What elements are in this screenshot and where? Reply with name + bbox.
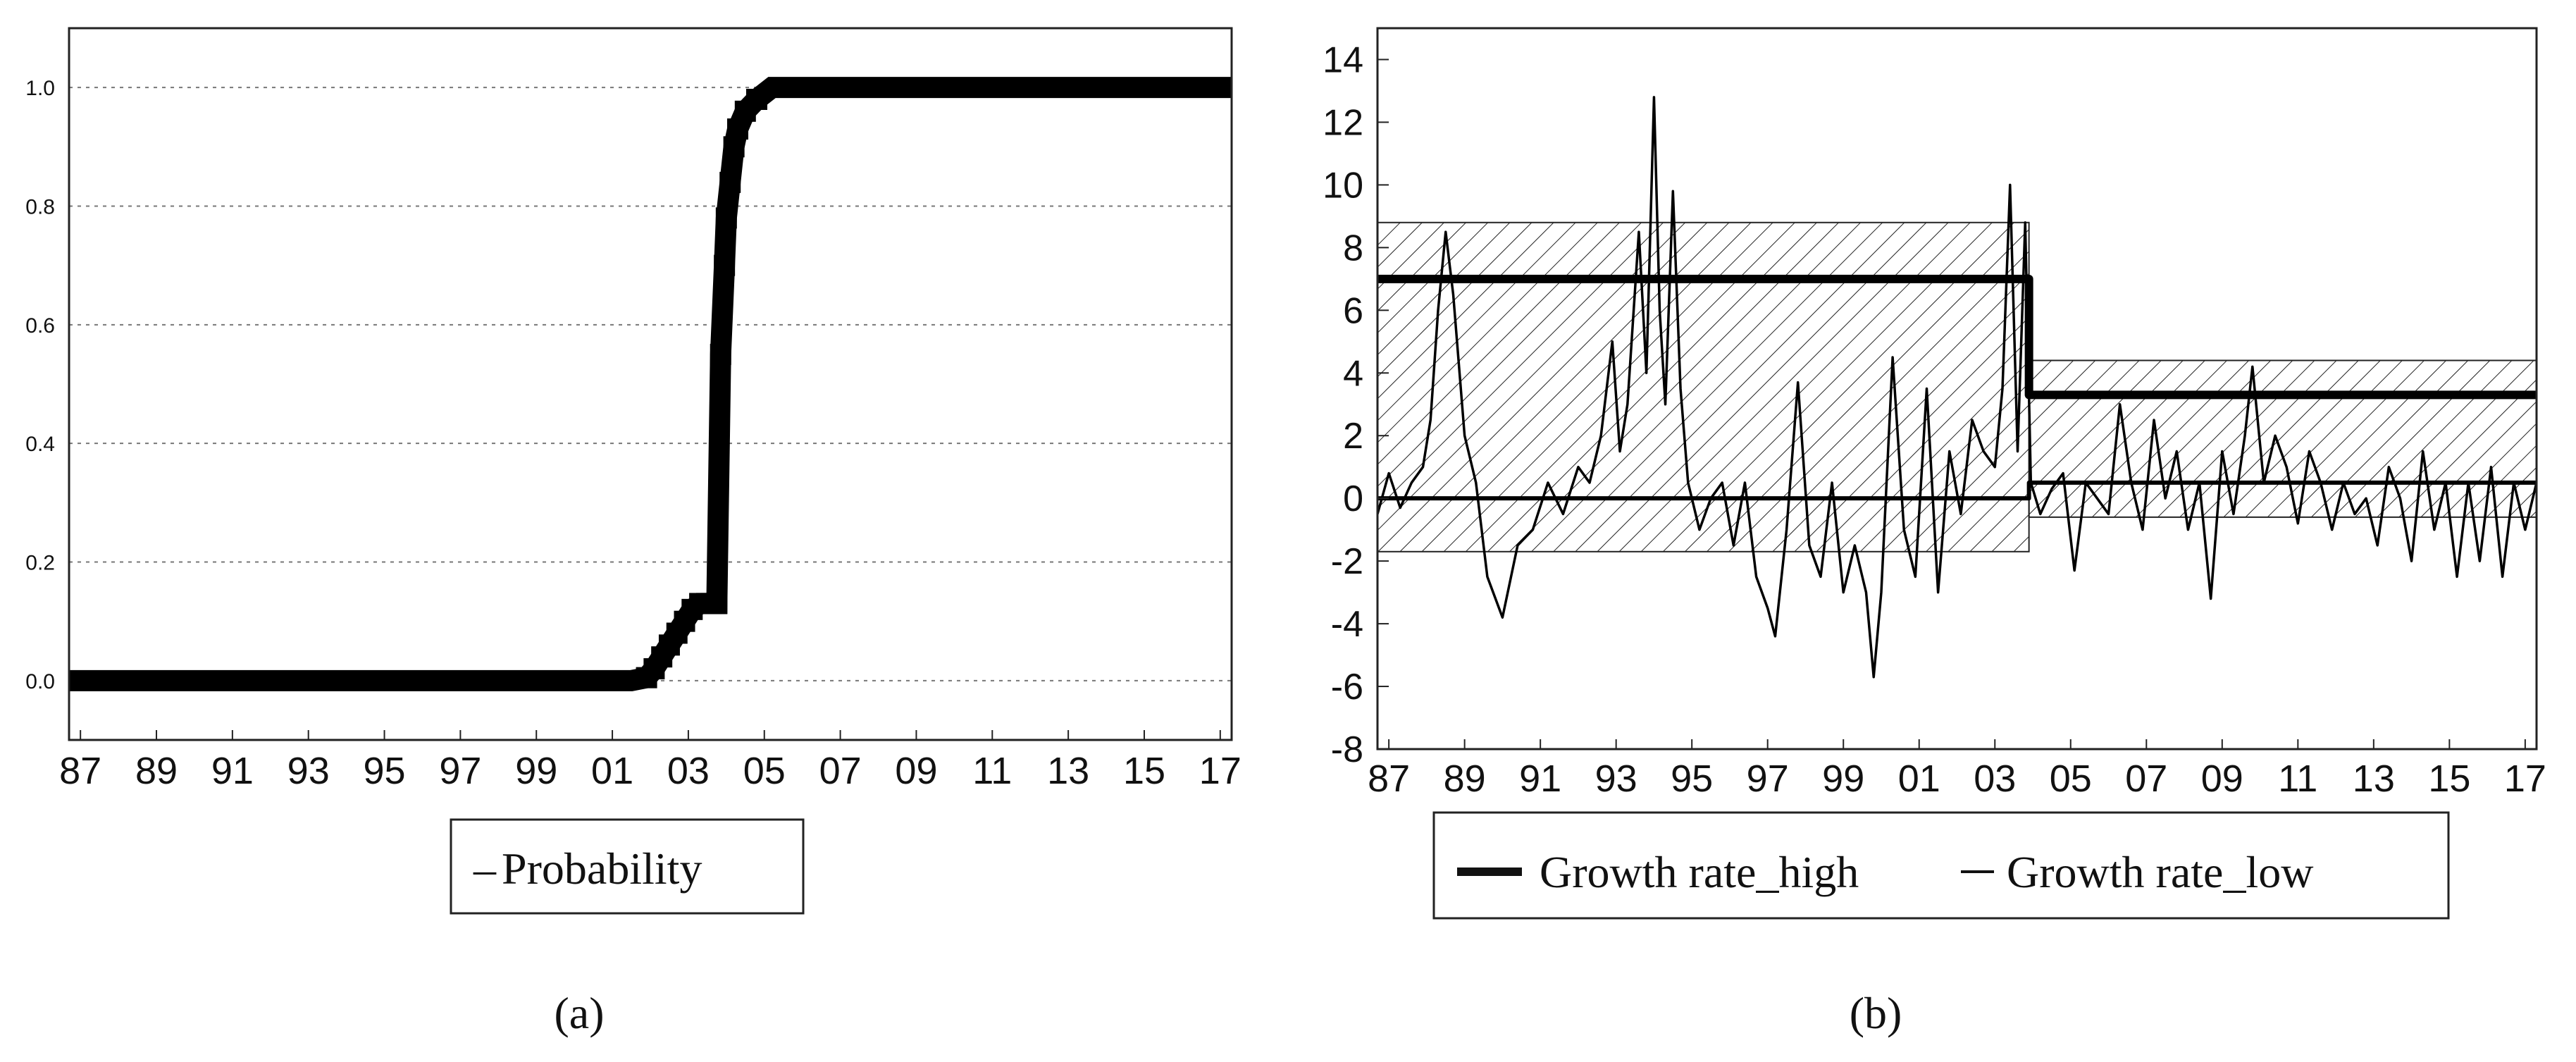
chart-a-y-tick-label: 1.0: [25, 77, 55, 100]
chart-b-x-tick-label: 87: [1368, 758, 1410, 800]
chart-a-point: [723, 136, 745, 158]
chart-a-legend: – Probability: [450, 818, 805, 915]
chart-b-legend-label-high: Growth rate_high: [1540, 847, 1859, 897]
chart-b-series: [1377, 96, 2537, 679]
chart-b-y-tick-label: 6: [1343, 290, 1363, 331]
chart-b-y-tick-label: 8: [1343, 228, 1363, 268]
chart-a-x-tick-label: 09: [895, 750, 937, 792]
chart-b-band: [2028, 359, 2537, 518]
chart-a-x-tick-label: 97: [439, 750, 481, 792]
chart-b-x-tick-label: 91: [1519, 758, 1561, 800]
chart-a-point: [706, 593, 728, 615]
chart-b-legend-label-low: Growth rate_low: [2007, 847, 2313, 897]
chart-b-x-tick-label: 93: [1595, 758, 1637, 800]
chart-b-y-tick-label: 10: [1323, 165, 1363, 206]
chart-a-point: [745, 89, 767, 110]
chart-a-x-tick-label: 01: [591, 750, 633, 792]
chart-a-y-tick-label: 0.8: [25, 196, 55, 219]
chart-b-y-tick-label: 2: [1343, 416, 1363, 457]
chart-b-x-tick-label: 13: [2353, 758, 2395, 800]
chart-a-x-tick-label: 07: [819, 750, 862, 792]
chart-b-x-tick-label: 97: [1747, 758, 1789, 800]
chart-a-plot-frame: [68, 27, 1233, 741]
chart-b-x-tick-label: 03: [1974, 758, 2016, 800]
chart-b: -8 -6 -4 -2 0 2 4 6 8 10 12 14 87 89 91 93 95 97 99 01 03 05…: [1323, 27, 2546, 1038]
chart-a-point: [714, 254, 736, 276]
chart-a-x-axis: 87 89 91 93 95 97 99 01 03 05 07 09 11 13 15 17: [59, 730, 1241, 792]
chart-a-series-line: [69, 77, 1232, 691]
chart-a-legend-box: [450, 818, 805, 915]
chart-a-y-tick-label: 0.6: [25, 314, 55, 338]
chart-b-band: [1377, 221, 2030, 552]
chart-b-x-tick-label: 11: [2278, 758, 2317, 800]
chart-b-x-tick-label: 09: [2201, 758, 2243, 800]
chart-b-x-tick-label: 89: [1444, 758, 1486, 800]
chart-b-x-tick-label: 15: [2428, 758, 2470, 800]
chart-a-x-tick-label: 91: [211, 750, 254, 792]
chart-a-x-tick-label: 89: [135, 750, 178, 792]
chart-b-y-tick-label: 14: [1323, 39, 1363, 80]
chart-a-x-tick-label: 87: [59, 750, 101, 792]
chart-b-y-tick-label: 4: [1343, 353, 1363, 394]
chart-b-legend-box: [1432, 811, 2450, 920]
chart-b-x-tick-label: 17: [2504, 758, 2546, 800]
chart-b-x-tick-label: 01: [1898, 758, 1940, 800]
chart-a: 0.0 0.2 0.4 0.6 0.8 1.0 87 89 91 93 95 97 99 01 03 05 0…: [25, 27, 1241, 1038]
chart-a-x-tick-label: 03: [667, 750, 710, 792]
chart-b-y-tick-label: -6: [1331, 667, 1363, 708]
chart-a-point: [715, 207, 737, 229]
chart-a-y-tick-label: 0.0: [25, 670, 55, 693]
chart-a-y-tick-label: 0.4: [25, 433, 55, 456]
chart-b-x-tick-label: 99: [1822, 758, 1864, 800]
chart-a-legend-marker: –: [473, 844, 497, 894]
chart-b-series-low: [1377, 480, 2537, 501]
chart-b-series-growth: [1377, 96, 2537, 679]
chart-a-gridlines: [69, 87, 1232, 681]
chart-a-point: [719, 171, 741, 193]
chart-b-x-tick-label: 05: [2050, 758, 2092, 800]
chart-a-y-axis: 0.0 0.2 0.4 0.6 0.8 1.0: [25, 77, 55, 693]
chart-a-y-tick-label: 0.2: [25, 552, 55, 575]
chart-b-y-tick-label: 0: [1343, 478, 1363, 519]
panel-a-caption: (a): [554, 988, 604, 1038]
chart-a-x-tick-label: 05: [743, 750, 786, 792]
chart-a-x-tick-label: 95: [364, 750, 406, 792]
chart-a-x-tick-label: 11: [972, 750, 1012, 792]
chart-a-series: [69, 77, 1232, 691]
chart-b-y-tick-label: -8: [1331, 729, 1363, 770]
chart-a-point: [727, 118, 749, 140]
chart-b-plot-frame: [1376, 27, 2538, 751]
chart-b-y-axis: -8 -6 -4 -2 0 2 4 6 8 10 12 14: [1323, 39, 1389, 770]
panel-b-caption: (b): [1850, 988, 1902, 1038]
chart-a-x-tick-label: 15: [1123, 750, 1165, 792]
chart-a-x-tick-label: 13: [1047, 750, 1089, 792]
chart-a-x-tick-label: 17: [1199, 750, 1241, 792]
chart-a-x-tick-label: 99: [515, 750, 557, 792]
chart-b-x-tick-label: 07: [2125, 758, 2167, 800]
chart-b-y-tick-label: -2: [1331, 541, 1363, 582]
chart-b-y-tick-label: 12: [1323, 102, 1363, 143]
chart-b-legend: Growth rate_high Growth rate_low: [1432, 811, 2450, 920]
chart-a-point: [710, 343, 731, 365]
chart-b-series-high: [1377, 274, 2537, 400]
chart-b-x-tick-label: 95: [1671, 758, 1713, 800]
chart-b-y-tick-label: -4: [1331, 604, 1363, 645]
chart-a-legend-label: Probability: [502, 844, 702, 894]
chart-b-x-axis: 87 89 91 93 95 97 99 01 03 05 07 09 11 13 15 17: [1368, 739, 2546, 800]
chart-a-x-tick-label: 93: [287, 750, 330, 792]
